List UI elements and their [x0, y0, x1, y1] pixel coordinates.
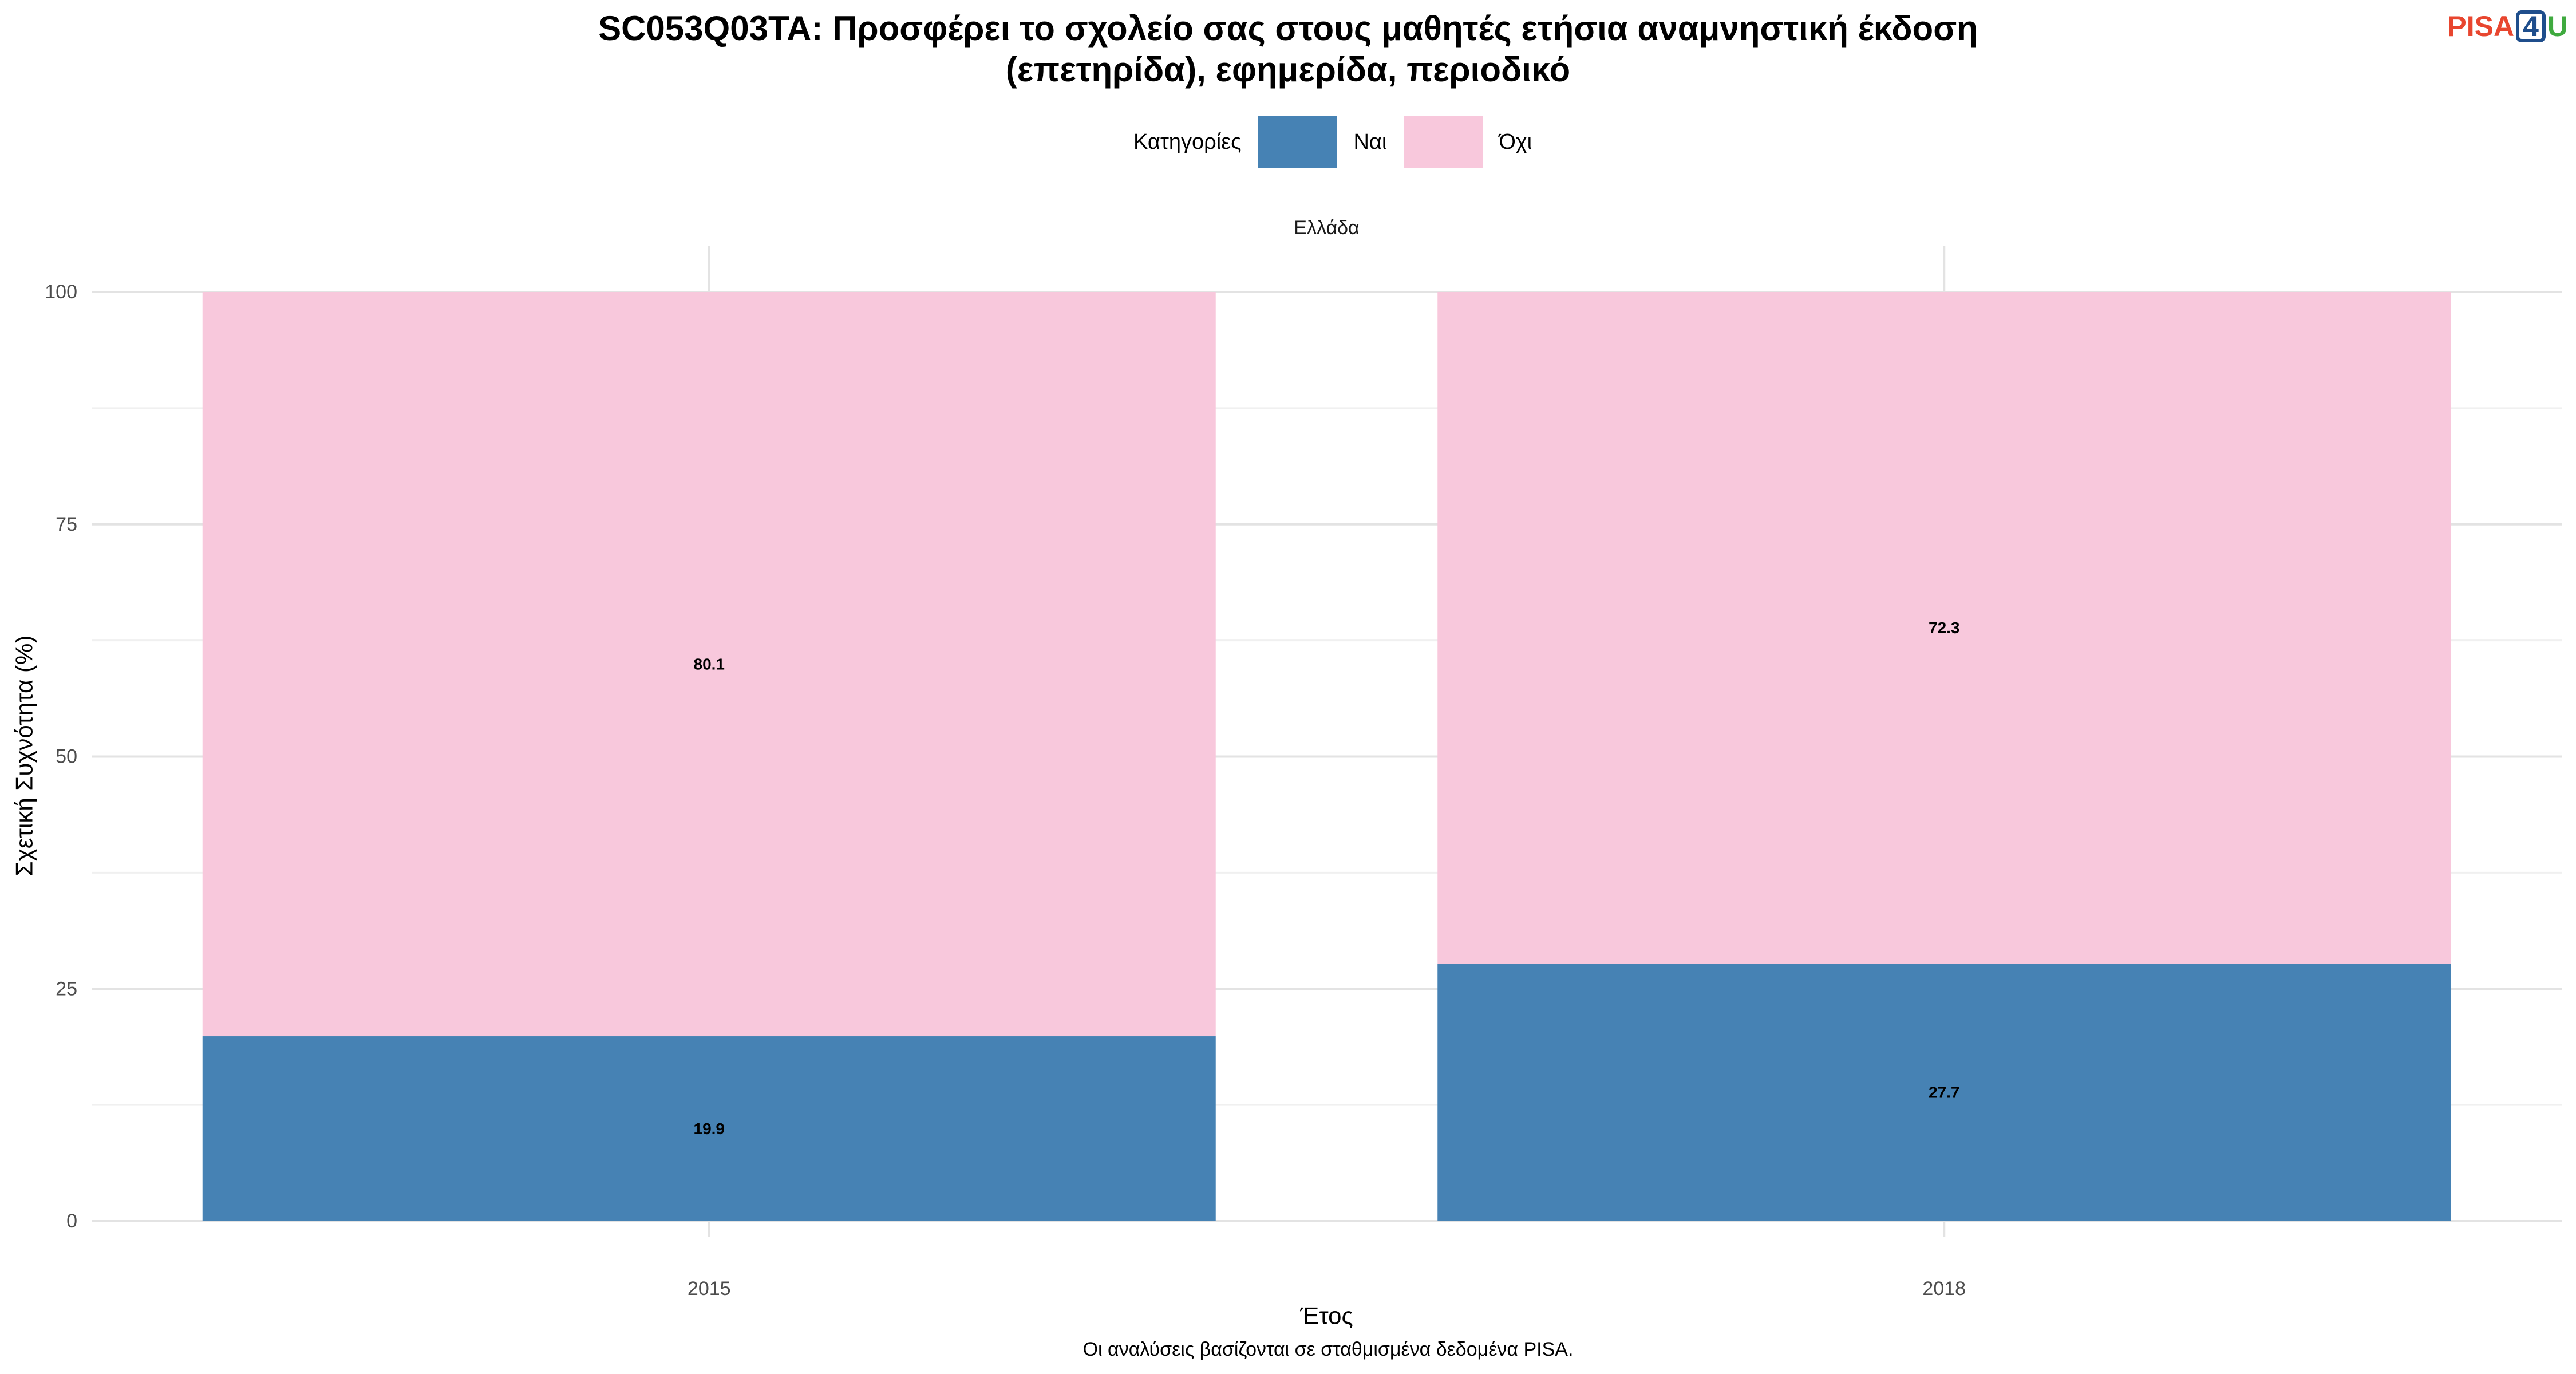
legend-label-nai: Ναι: [1353, 129, 1387, 154]
y-tick-label: 100: [45, 281, 77, 303]
bar-segment: [202, 1036, 1216, 1221]
chart-caption: Οι αναλύσεις βασίζονται σε σταθμισμένα δ…: [1082, 1339, 1574, 1360]
x-tick-label: 2015: [688, 1278, 731, 1300]
chart-title-line-1: SC053Q03TA: Προσφέρει το σχολείο σας στο…: [598, 9, 1978, 48]
logo-text-four: 4: [2516, 10, 2546, 42]
chart-title: SC053Q03TA: Προσφέρει το σχολείο σας στο…: [0, 8, 2576, 90]
data-label: 27.7: [1929, 1084, 1960, 1101]
pisa4u-logo: PISA 4 U: [2447, 9, 2568, 44]
logo-text-u: U: [2547, 10, 2568, 42]
facet-label: Ελλάδα: [1294, 217, 1359, 239]
legend-title: Κατηγορίες: [1133, 129, 1242, 154]
y-tick-label: 50: [56, 746, 77, 768]
data-label: 19.9: [694, 1120, 725, 1138]
chart-legend: Κατηγορίες Ναι Όχι: [1133, 116, 1549, 168]
y-tick-label: 75: [56, 514, 77, 535]
y-axis-title: Σχετική Συχνότητα (%): [11, 635, 38, 876]
legend-swatch-ochi: [1404, 116, 1483, 168]
y-tick-label: 25: [56, 978, 77, 1000]
y-tick-label: 0: [66, 1210, 77, 1232]
legend-label-ochi: Όχι: [1499, 129, 1532, 154]
bar-segment: [1437, 964, 2451, 1221]
chart-title-line-2: (επετηρίδα), εφημερίδα, περιοδικό: [1005, 50, 1571, 89]
legend-swatch-nai: [1258, 116, 1338, 168]
x-tick-label: 2018: [1922, 1278, 1966, 1300]
bar-segment: [1437, 292, 2451, 964]
data-label: 80.1: [694, 656, 725, 673]
bar-segment: [202, 292, 1216, 1037]
data-label: 72.3: [1929, 619, 1960, 637]
x-axis-title: Έτος: [1299, 1302, 1353, 1329]
logo-text-pisa: PISA: [2447, 10, 2515, 42]
